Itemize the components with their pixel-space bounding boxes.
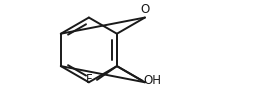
Text: F: F: [85, 73, 92, 86]
Text: O: O: [140, 3, 150, 16]
Text: OH: OH: [143, 74, 161, 87]
